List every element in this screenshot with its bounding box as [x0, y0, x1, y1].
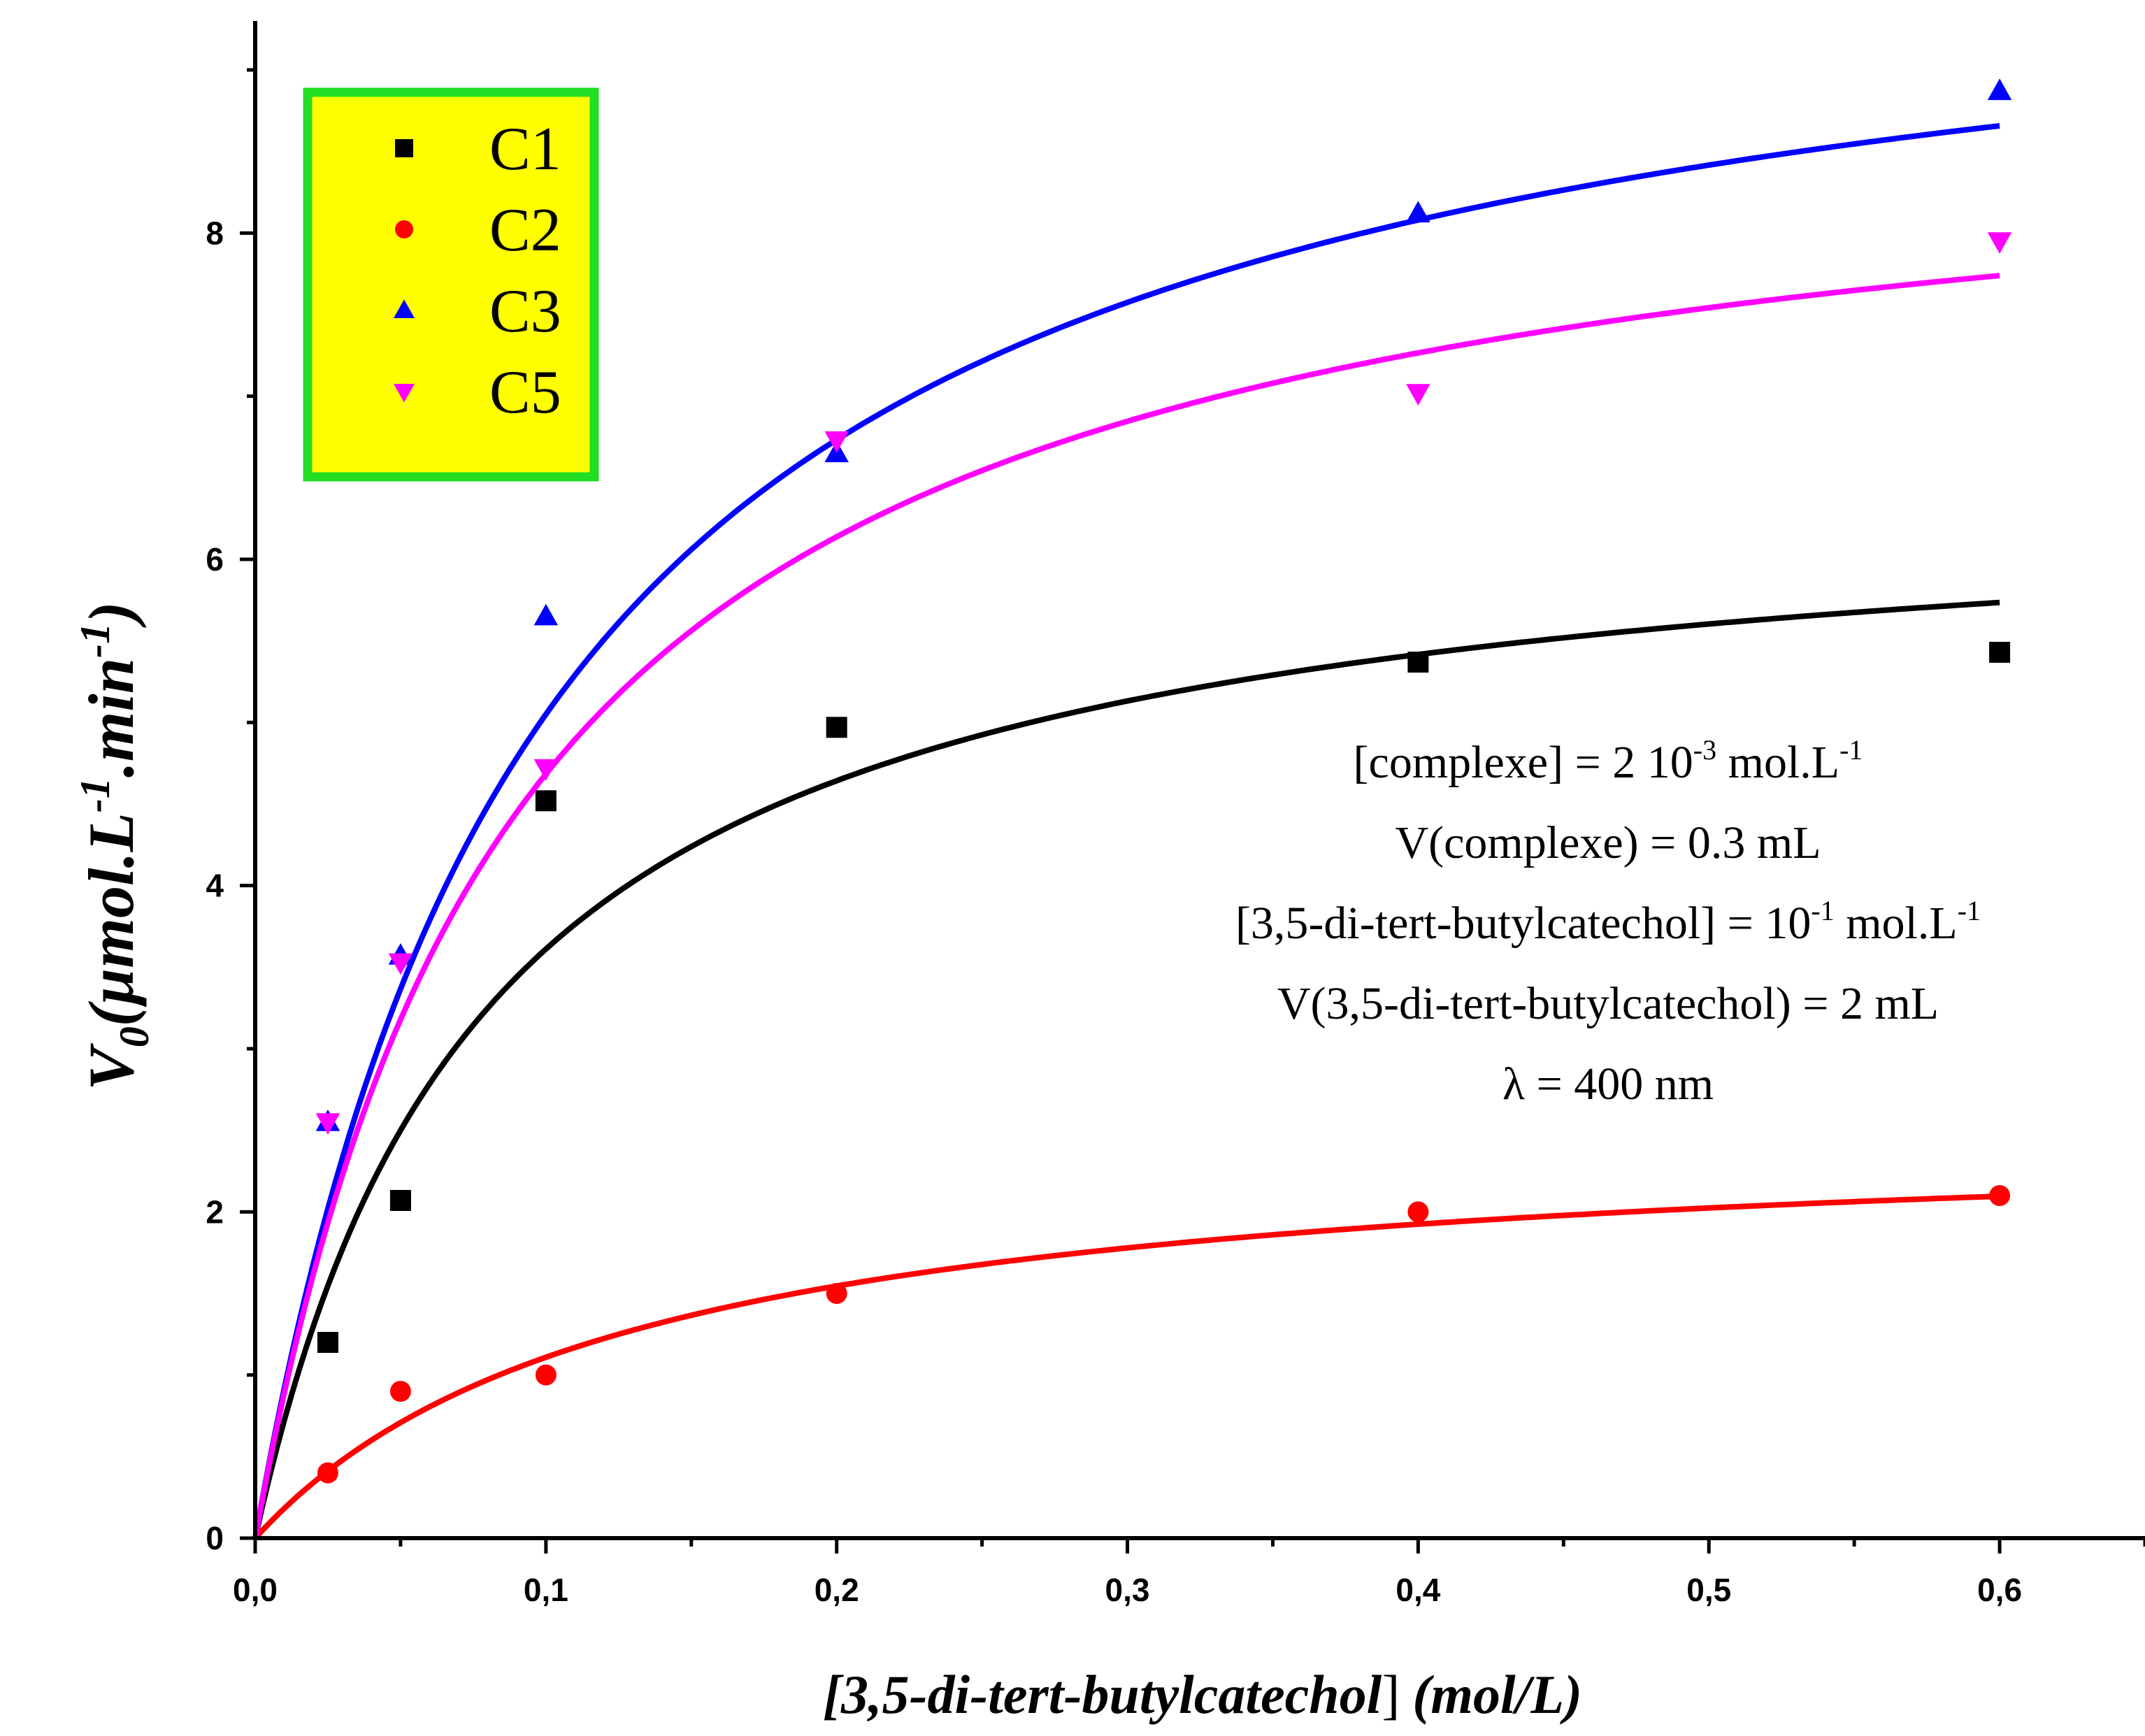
data-point-c5	[824, 431, 849, 453]
x-tick-label: 0,1	[524, 1572, 568, 1608]
legend-marker-c5	[394, 383, 415, 403]
annotation-line: [3,5-di-tert-butylcatechol] = 10-1 mol.L…	[1235, 895, 1981, 949]
data-point-c1	[535, 790, 557, 812]
legend-marker-c3	[394, 299, 415, 319]
legend: C1 C2 C3 C5	[303, 87, 599, 482]
y-tick-label: 2	[206, 1193, 224, 1230]
x-tick-label: 0,4	[1396, 1572, 1440, 1608]
data-point-c2	[317, 1462, 338, 1484]
data-point-c1	[389, 1190, 411, 1211]
legend-label-c5: C5	[489, 359, 561, 426]
y-tick-label: 4	[206, 868, 224, 904]
annotation-line: V(3,5-di-tert-butylcatechol) = 2 mL	[1277, 978, 1939, 1029]
x-tick-label: 0,6	[1977, 1572, 2022, 1608]
legend-label-c1: C1	[489, 115, 561, 183]
fit-curve-c1	[252, 599, 2000, 1539]
x-tick-label: 0,5	[1686, 1572, 1731, 1608]
data-point-c2	[1989, 1185, 2011, 1206]
legend-marker-c1	[395, 139, 413, 157]
data-point-c1	[1989, 642, 2011, 663]
legend-label-c3: C3	[489, 278, 561, 345]
legend-box	[303, 87, 599, 482]
data-point-c2	[389, 1381, 411, 1402]
x-tick-label: 0,0	[233, 1572, 278, 1608]
data-point-c3	[533, 603, 559, 626]
data-point-c5	[315, 1113, 340, 1135]
y-tick-label: 0	[206, 1520, 224, 1556]
data-point-c5	[1987, 232, 2012, 254]
data-point-c1	[826, 717, 847, 738]
x-tick-label: 0,3	[1105, 1572, 1150, 1608]
annotation-line: [complexe] = 2 10-3 mol.L-1	[1354, 734, 1863, 788]
y-axis-title: V0(µmol.L-1.min-1)	[72, 601, 157, 1090]
legend-items: C1 C2 C3 C5	[394, 115, 561, 426]
y-tick-label: 6	[206, 541, 224, 578]
fit-curve-c2	[253, 1193, 2000, 1540]
data-point-c2	[1407, 1201, 1429, 1223]
experimental-conditions: [complexe] = 2 10-3 mol.L-1 V(complexe) =…	[1235, 734, 1981, 1110]
data-point-c5	[533, 759, 559, 781]
y-tick-label: 8	[206, 215, 224, 251]
data-point-c3	[1406, 201, 1430, 223]
data-point-c1	[1407, 652, 1429, 673]
fit-curve-c3	[252, 123, 2000, 1539]
axes: 0,0 0,1 0,2 0,3 0,4 0,5 0,6 0 2 4 6 8	[206, 21, 2145, 1608]
x-tick-label: 0,2	[815, 1572, 859, 1608]
legend-marker-c2	[395, 220, 413, 238]
legend-label-c2: C2	[489, 196, 561, 264]
annotation-line: V(complexe) = 0.3 mL	[1395, 817, 1821, 868]
data-point-c3	[1987, 78, 2012, 101]
annotation-line: λ = 400 nm	[1502, 1059, 1714, 1110]
data-point-c1	[317, 1332, 338, 1353]
data-point-c5	[388, 953, 413, 975]
x-axis-title: [3,5-di-tert-butylcatechol] (mol/L)	[823, 1664, 1582, 1725]
data-point-c2	[826, 1283, 847, 1304]
plot-area	[252, 78, 2012, 1540]
data-point-c2	[535, 1364, 557, 1386]
data-point-c5	[1406, 384, 1430, 406]
